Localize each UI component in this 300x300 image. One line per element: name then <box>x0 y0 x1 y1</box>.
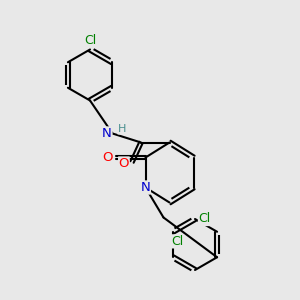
Text: H: H <box>118 124 126 134</box>
Text: Cl: Cl <box>171 235 184 248</box>
Text: N: N <box>141 181 150 194</box>
Text: Cl: Cl <box>84 34 96 47</box>
Text: O: O <box>119 157 129 170</box>
Text: Cl: Cl <box>199 212 211 226</box>
Text: N: N <box>102 127 112 140</box>
Text: O: O <box>102 151 112 164</box>
